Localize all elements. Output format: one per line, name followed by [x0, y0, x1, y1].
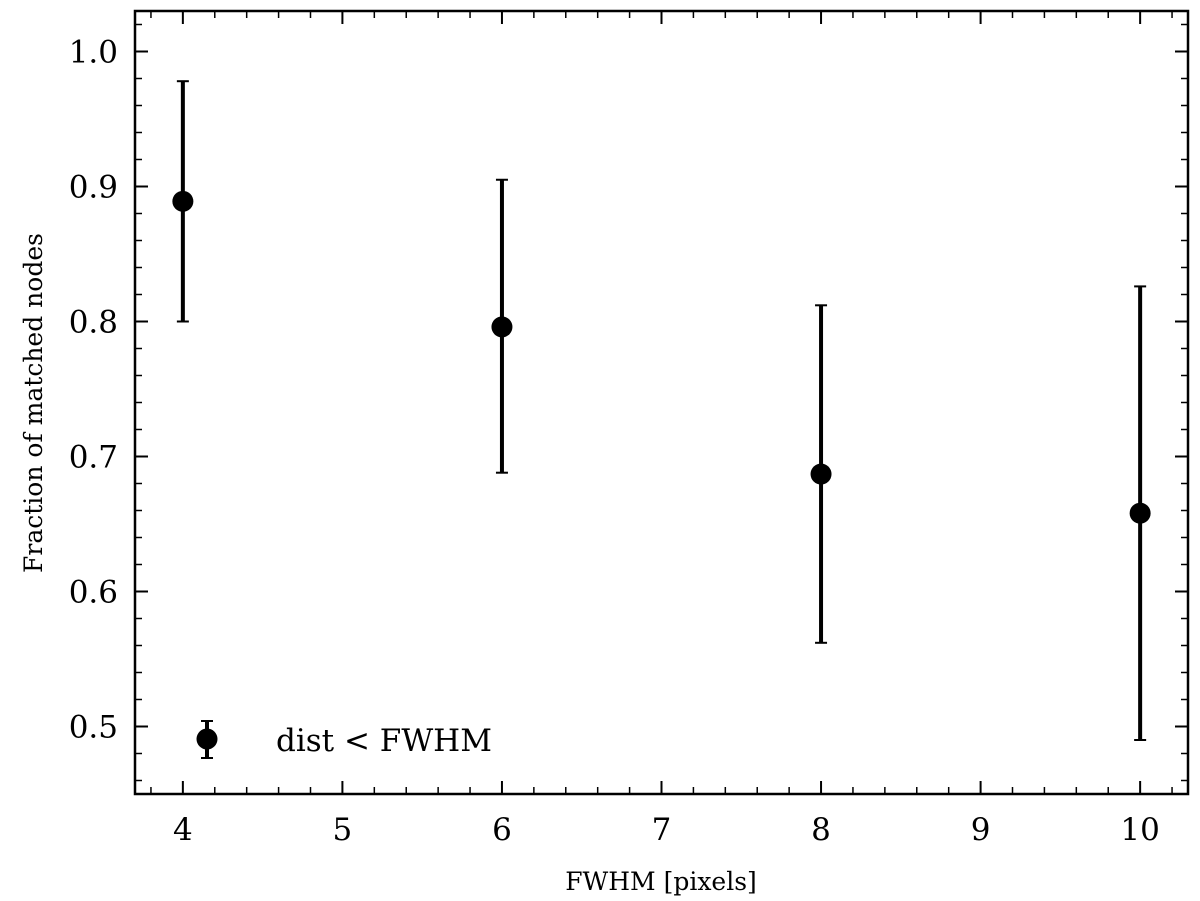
data-point: [491, 316, 513, 338]
y-axis-label: Fraction of matched nodes: [19, 233, 48, 573]
data-point: [810, 463, 832, 485]
y-tick-label: 0.7: [69, 440, 118, 476]
x-tick-label: 4: [173, 812, 193, 848]
x-tick-label: 10: [1120, 812, 1159, 848]
x-tick-label: 7: [652, 812, 672, 848]
x-tick-label: 5: [333, 812, 353, 848]
x-tick-label: 6: [492, 812, 512, 848]
data-point: [172, 190, 194, 212]
y-tick-label: 1.0: [69, 35, 118, 71]
y-tick-label: 0.6: [69, 575, 118, 611]
x-tick-label: 8: [811, 812, 831, 848]
legend-label: dist < FWHM: [276, 723, 492, 759]
legend-marker: [196, 728, 218, 750]
y-tick-label: 0.5: [69, 710, 118, 746]
y-tick-label: 0.8: [69, 305, 118, 341]
y-tick-label: 0.9: [69, 170, 118, 206]
x-tick-label: 9: [971, 812, 991, 848]
ticks-layer: 4 5 6 7 8 9 10 0.5 0.6 0.7 0.8 0.9 1.0: [69, 11, 1188, 848]
legend: dist < FWHM: [196, 720, 492, 759]
data-point: [1129, 502, 1151, 524]
plot-frame: [133, 9, 1190, 796]
x-axis-label: FWHM [pixels]: [565, 867, 757, 896]
marks-layer: [172, 80, 1151, 741]
